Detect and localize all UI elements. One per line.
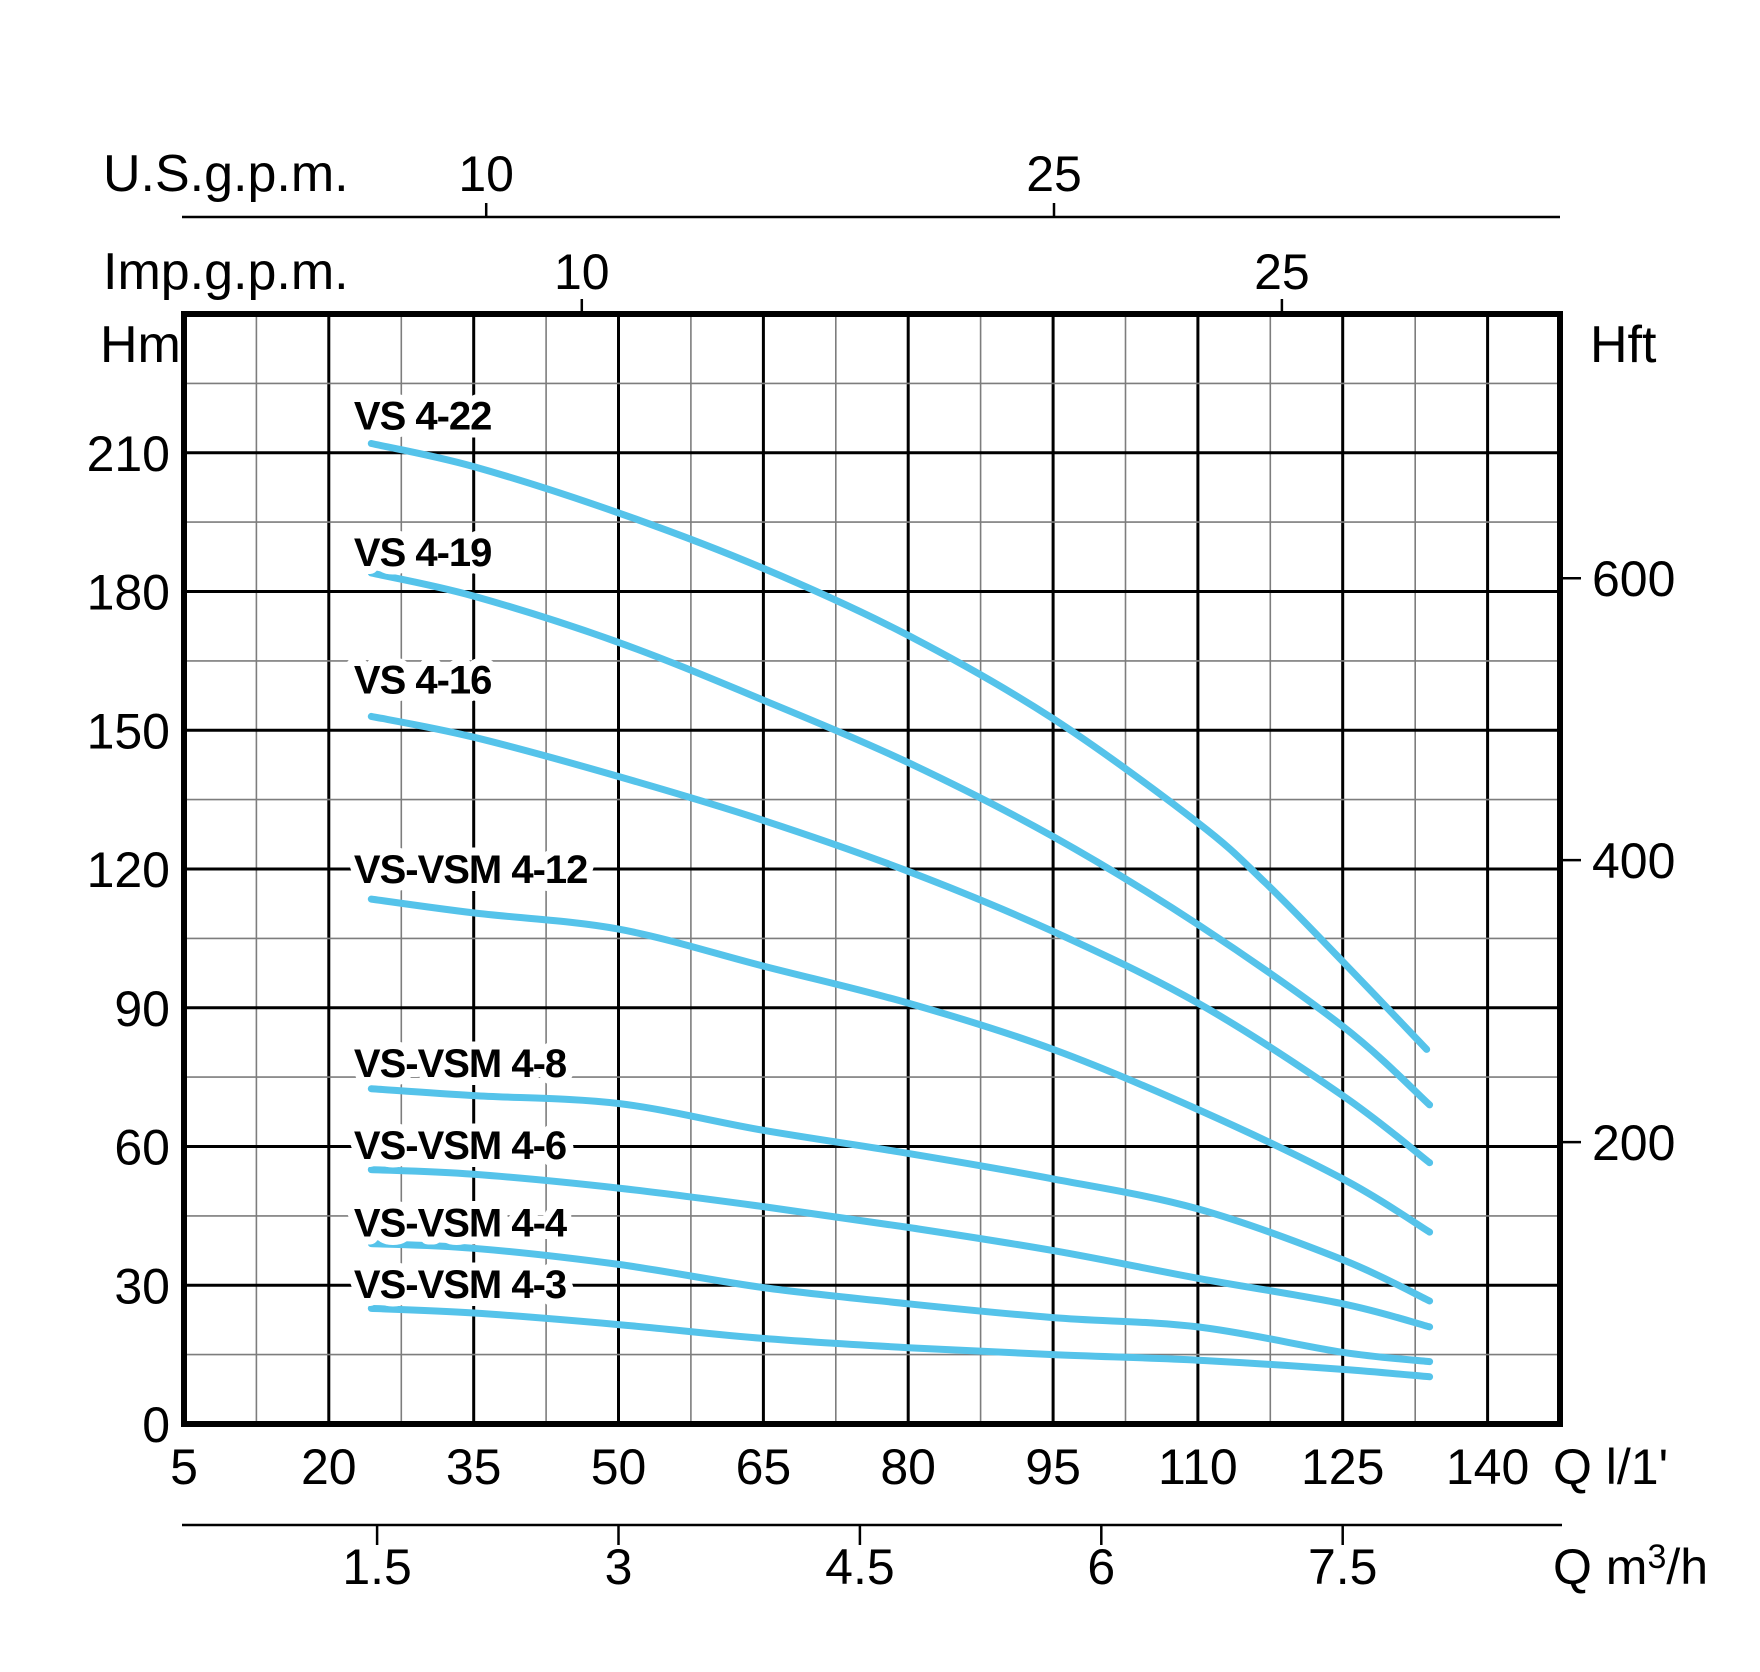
curve-label-vs-4-19: VS 4-19	[354, 531, 492, 575]
hm-tick-label: 90	[114, 981, 170, 1037]
hm-tick-label: 210	[87, 426, 170, 482]
q-l1-tick-label: 140	[1446, 1439, 1529, 1495]
q-m3h-axis-label: Q m3/h	[1553, 1538, 1708, 1595]
us-gpm-tick-label: 25	[1026, 146, 1082, 202]
curve-vs-vsm-4-8	[367, 1085, 1434, 1305]
m3h-tick-label: 3	[605, 1539, 633, 1595]
hft-axis-label: Hft	[1590, 316, 1657, 374]
us-gpm-axis-label: U.S.g.p.m.	[103, 145, 349, 203]
q-l1-axis-label: Q l/1'	[1553, 1439, 1668, 1495]
q-l1-tick-label: 20	[301, 1439, 357, 1495]
q-l1-tick-label: 125	[1301, 1439, 1384, 1495]
curve-vs-4-19	[367, 569, 1434, 1109]
curve-label-vs-4-22: VS 4-22	[354, 395, 492, 439]
curve-label-vs-vsm-4-3: VS-VSM 4-3	[354, 1263, 566, 1307]
curve-label-vs-vsm-4-8: VS-VSM 4-8	[354, 1042, 567, 1086]
curve-label-vs-4-16: VS 4-16	[354, 658, 492, 702]
hm-axis-label: Hm	[100, 316, 181, 374]
m3h-tick-label: 4.5	[825, 1539, 895, 1595]
hft-tick-label: 200	[1592, 1115, 1675, 1171]
hm-tick-label: 150	[87, 703, 170, 759]
q-l1-tick-label: 110	[1158, 1439, 1238, 1495]
hm-tick-label: 180	[87, 565, 170, 621]
imp-gpm-axis-label: Imp.g.p.m.	[103, 243, 349, 301]
hm-tick-label: 0	[142, 1397, 170, 1453]
curve-vs-vsm-4-4	[367, 1240, 1434, 1366]
m3h-tick-label: 6	[1087, 1539, 1115, 1595]
q-l1-tick-label: 50	[591, 1439, 647, 1495]
curve-label-vs-vsm-4-12: VS-VSM 4-12	[354, 848, 588, 892]
us-gpm-tick-label: 10	[458, 146, 514, 202]
curve-vs-vsm-4-6	[367, 1166, 1434, 1331]
curve-vs-4-22	[367, 440, 1431, 1053]
hm-tick-label: 120	[87, 842, 170, 898]
m3h-tick-label: 1.5	[342, 1539, 412, 1595]
curve-label-vs-vsm-4-4: VS-VSM 4-4	[354, 1202, 568, 1246]
q-l1-tick-label: 95	[1025, 1439, 1081, 1495]
hft-tick-label: 600	[1592, 551, 1675, 607]
q-l1-tick-label: 5	[170, 1439, 198, 1495]
q-l1-tick-label: 80	[880, 1439, 936, 1495]
curve-vs-4-16	[367, 712, 1434, 1167]
curve-vs-vsm-4-12	[367, 895, 1434, 1236]
imp-gpm-tick-label: 10	[554, 244, 610, 300]
q-l1-tick-label: 35	[446, 1439, 502, 1495]
m3h-tick-label: 7.5	[1308, 1539, 1378, 1595]
hft-tick-label: 400	[1592, 833, 1675, 889]
imp-gpm-tick-label: 25	[1254, 244, 1310, 300]
q-l1-tick-label: 65	[736, 1439, 792, 1495]
plot-border	[181, 311, 1563, 1427]
hm-tick-label: 60	[114, 1120, 170, 1176]
hm-tick-label: 30	[114, 1258, 170, 1314]
curve-label-vs-vsm-4-6: VS-VSM 4-6	[354, 1124, 566, 1168]
curve-vs-vsm-4-3	[367, 1304, 1434, 1381]
